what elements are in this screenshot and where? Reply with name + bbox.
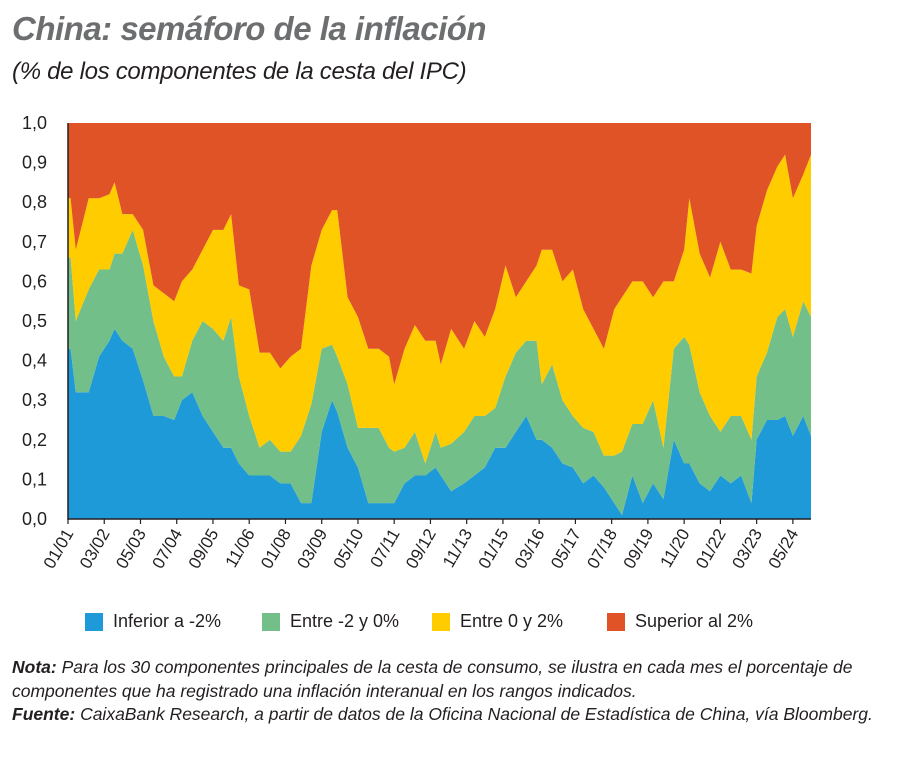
stacked-area-chart: 0,00,10,20,30,40,50,60,70,80,91,0 01/010… — [22, 113, 811, 572]
area-series-0 — [68, 328, 811, 519]
x-tick-label: 03/09 — [293, 526, 331, 572]
y-tick-label: 0,4 — [22, 351, 47, 371]
fuente-label: Fuente: — [12, 704, 76, 724]
legend-label: Superior al 2% — [635, 611, 754, 631]
x-tick-label: 01/01 — [40, 526, 78, 572]
x-tick-label: 07/04 — [148, 526, 186, 572]
x-tick-label: 07/18 — [583, 526, 621, 572]
x-tick-label: 03/23 — [728, 526, 766, 572]
y-tick-label: 0,0 — [22, 509, 47, 529]
chart-title: China: semáforo de la inflación — [12, 10, 487, 47]
legend-swatch-green — [262, 612, 280, 631]
y-tick-label: 1,0 — [22, 113, 47, 133]
legend-item-superior: Superior al 2% — [607, 611, 753, 632]
x-tick-label: 09/19 — [620, 526, 658, 572]
legend-item-entre-neg: Entre -2 y 0% — [262, 611, 399, 632]
x-tick-label: 05/03 — [112, 526, 150, 572]
area-series-2 — [68, 154, 811, 464]
y-tick-label: 0,6 — [22, 271, 47, 291]
area-series-1 — [68, 229, 811, 516]
legend: Inferior a -2% Entre -2 y 0% Entre 0 y 2… — [0, 611, 900, 635]
legend-swatch-yellow — [432, 612, 450, 631]
y-tick-label: 0,3 — [22, 390, 47, 410]
x-tick-label: 01/08 — [257, 526, 295, 572]
nota-label: Nota: — [12, 657, 57, 677]
legend-swatch-blue — [85, 612, 103, 631]
x-tick-label: 03/16 — [511, 526, 549, 572]
legend-swatch-red — [607, 612, 625, 631]
y-tick-label: 0,5 — [22, 311, 47, 331]
x-tick-label: 01/22 — [692, 526, 730, 572]
legend-item-entre-pos: Entre 0 y 2% — [432, 611, 563, 632]
x-tick-label: 03/02 — [76, 526, 114, 572]
y-tick-label: 0,8 — [22, 192, 47, 212]
y-tick-label: 0,1 — [22, 469, 47, 489]
y-tick-label: 0,9 — [22, 153, 47, 173]
fuente-text: CaixaBank Research, a partir de datos de… — [75, 704, 873, 724]
x-tick-label: 11/06 — [222, 526, 259, 571]
x-tick-label: 11/13 — [439, 526, 476, 571]
x-tick-label: 05/17 — [547, 526, 585, 572]
legend-label: Entre 0 y 2% — [460, 611, 564, 631]
x-tick-label: 07/11 — [367, 526, 404, 571]
y-tick-label: 0,7 — [22, 232, 47, 252]
legend-item-inferior: Inferior a -2% — [85, 611, 221, 632]
x-tick-label: 05/10 — [330, 526, 368, 572]
chart-subtitle: (% de los componentes de la cesta del IP… — [12, 58, 467, 85]
area-layers — [68, 123, 811, 519]
nota-text: Para los 30 componentes principales de l… — [12, 657, 853, 701]
y-tick-label: 0,2 — [22, 430, 47, 450]
area-series-3 — [68, 123, 811, 385]
x-tick-label: 09/12 — [402, 526, 440, 572]
x-tick-label: 09/05 — [185, 526, 223, 572]
legend-label: Inferior a -2% — [113, 611, 222, 631]
x-tick-label: 05/24 — [765, 526, 803, 572]
footnotes: Nota: Para los 30 componentes principale… — [12, 656, 892, 727]
legend-label: Entre -2 y 0% — [290, 611, 400, 631]
y-axis: 0,0 0,1 0,2 0,3 0,4 0,5 0,6 0,7 0,8 0,9 1,0 — [22, 113, 69, 529]
x-tick-label: 01/15 — [475, 526, 513, 572]
x-tick-label: 11/20 — [657, 526, 694, 571]
